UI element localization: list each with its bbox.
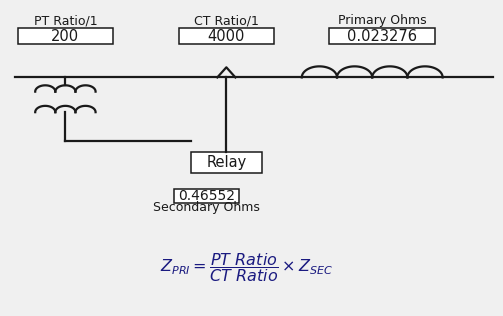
Text: 0.023276: 0.023276 (347, 29, 417, 44)
FancyBboxPatch shape (191, 153, 262, 173)
Text: PT Ratio/1: PT Ratio/1 (34, 14, 97, 27)
FancyBboxPatch shape (329, 28, 435, 44)
FancyBboxPatch shape (18, 28, 113, 44)
Text: $Z_{PRI}=\dfrac{PT\ Ratio}{CT\ Ratio}\times Z_{SEC}$: $Z_{PRI}=\dfrac{PT\ Ratio}{CT\ Ratio}\ti… (160, 251, 333, 283)
FancyBboxPatch shape (179, 28, 274, 44)
Text: CT Ratio/1: CT Ratio/1 (194, 14, 259, 27)
Text: 0.46552: 0.46552 (178, 189, 235, 203)
Text: Relay: Relay (206, 155, 246, 170)
Text: 4000: 4000 (208, 29, 245, 44)
Text: Secondary Ohms: Secondary Ohms (153, 201, 260, 215)
Text: 200: 200 (51, 29, 79, 44)
FancyBboxPatch shape (174, 189, 239, 203)
Text: Primary Ohms: Primary Ohms (338, 14, 427, 27)
